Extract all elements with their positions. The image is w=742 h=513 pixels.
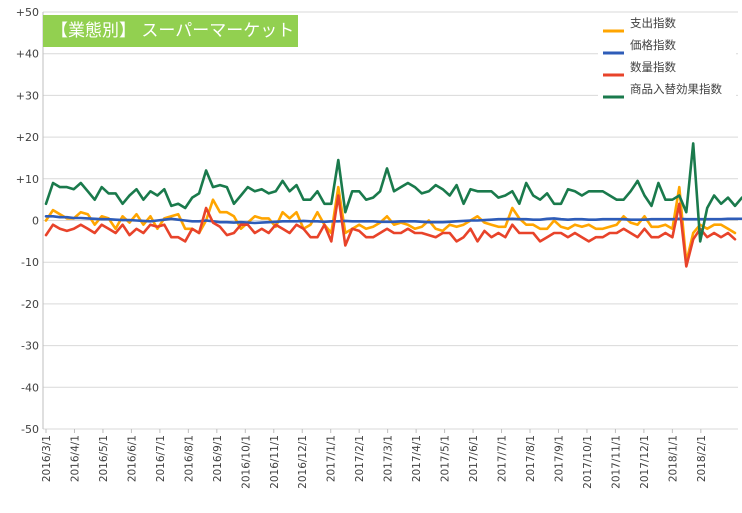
x-tick-label: 2016/10/1 [240,435,252,489]
x-tick-label: 2016/3/1 [41,435,53,482]
legend-label: 支出指数 [630,16,676,30]
y-tick-label: -40 [21,381,39,394]
x-tick-label: 2017/3/1 [383,435,395,482]
x-tick-label: 2016/7/1 [155,435,167,482]
y-tick-label: +30 [16,89,39,102]
y-tick-label: -30 [21,340,39,353]
y-tick-label: +40 [16,48,39,61]
x-tick-label: 2016/9/1 [212,435,224,482]
legend-label: 商品入替効果指数 [630,82,722,96]
x-tick-label: 2016/11/1 [269,435,281,489]
x-tick-label: 2016/5/1 [98,435,110,482]
y-tick-label: +20 [16,131,39,144]
x-tick-label: 2017/6/1 [468,435,480,482]
y-tick-label: -50 [21,423,39,436]
x-tick-label: 2017/2/1 [354,435,366,482]
y-tick-label: -20 [21,298,39,311]
series-line-2 [44,194,737,268]
x-tick-label: 2017/8/1 [525,435,537,482]
x-tick-label: 2017/9/1 [553,435,565,482]
x-tick-label: 2017/1/1 [326,435,338,482]
x-tick-label: 2018/1/1 [667,435,679,482]
x-tick-label: 2016/8/1 [183,435,195,482]
x-tick-label: 2017/7/1 [497,435,509,482]
x-tick-label: 2018/2/1 [696,435,708,482]
y-tick-label: 0 [32,215,39,228]
x-axis-ticks: 2016/3/1 2016/4/1 2016/5/1 2016/6/1 2016/7/1… [41,429,708,489]
x-tick-label: 2017/5/1 [440,435,452,482]
x-tick-label: 2016/4/1 [69,435,81,482]
x-tick-label: 2017/11/1 [610,435,622,489]
series-lines [44,142,742,268]
legend-label: 価格指数 [630,38,676,52]
series-line-1 [44,215,742,225]
x-tick-label: 2017/4/1 [411,435,423,482]
x-tick-label: 2016/12/1 [297,435,309,489]
y-tick-label: +50 [16,6,39,19]
y-tick-label: -10 [21,256,39,269]
x-tick-label: 2017/10/1 [582,435,594,489]
series-line-3 [44,142,742,243]
legend-label: 数量指数 [630,60,676,74]
y-tick-label: +10 [16,173,39,186]
chart-title: 【業態別】 スーパーマーケット [43,15,298,47]
x-tick-label: 2017/12/1 [639,435,651,489]
x-tick-label: 2016/6/1 [126,435,138,482]
y-axis-ticks: +50 +40 +30 +20 +10 0 -10 -20 -30 -40 -50 [16,6,39,436]
